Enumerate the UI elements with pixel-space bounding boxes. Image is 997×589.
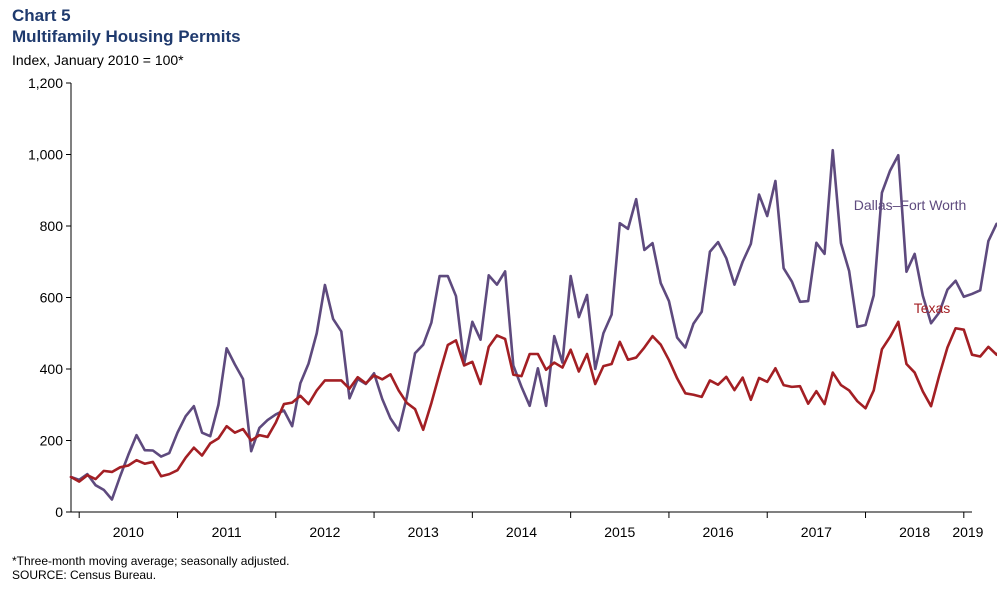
source-note: SOURCE: Census Bureau. bbox=[12, 568, 157, 582]
x-tick-label: 2013 bbox=[408, 524, 439, 540]
x-tick-label: 2016 bbox=[703, 524, 734, 540]
series-line-dallas-fort-worth bbox=[69, 148, 997, 501]
chart-title: Chart 5 Multifamily Housing Permits bbox=[12, 5, 241, 47]
footnotes: *Three-month moving average; seasonally … bbox=[12, 554, 290, 582]
chart-subtitle: Index, January 2010 = 100* bbox=[12, 52, 184, 68]
series-label-dallas-fort-worth: Dallas–Fort Worth bbox=[854, 197, 967, 213]
x-tick-label: 2014 bbox=[506, 524, 537, 540]
series-label-texas: Texas bbox=[914, 300, 951, 316]
chart-number: Chart 5 bbox=[12, 6, 71, 25]
x-tick-label: 2018 bbox=[899, 524, 930, 540]
y-tick-label: 0 bbox=[55, 504, 63, 520]
series-line-texas bbox=[69, 320, 997, 483]
y-tick-label: 400 bbox=[40, 361, 64, 377]
footnote: *Three-month moving average; seasonally … bbox=[12, 554, 290, 568]
x-tick-label: 2011 bbox=[212, 524, 242, 540]
y-tick-label: 1,000 bbox=[28, 147, 63, 163]
x-tick-label: 2019 bbox=[952, 524, 983, 540]
x-tick-label: 2010 bbox=[113, 524, 144, 540]
y-tick-label: 1,200 bbox=[28, 75, 63, 91]
series-lines bbox=[69, 148, 997, 501]
y-tick-label: 200 bbox=[40, 433, 64, 449]
axes: 0 200 400 600 800 1,000 1,200 2010 2011 2012 2013 2… bbox=[28, 75, 984, 540]
x-tick-label: 2012 bbox=[309, 524, 340, 540]
x-tick-label: 2017 bbox=[801, 524, 832, 540]
y-tick-label: 800 bbox=[40, 218, 64, 234]
y-tick-label: 600 bbox=[40, 290, 64, 306]
x-tick-label: 2015 bbox=[604, 524, 635, 540]
series-labels: Dallas–Fort Worth Texas bbox=[854, 197, 967, 316]
chart-heading: Multifamily Housing Permits bbox=[12, 27, 241, 46]
